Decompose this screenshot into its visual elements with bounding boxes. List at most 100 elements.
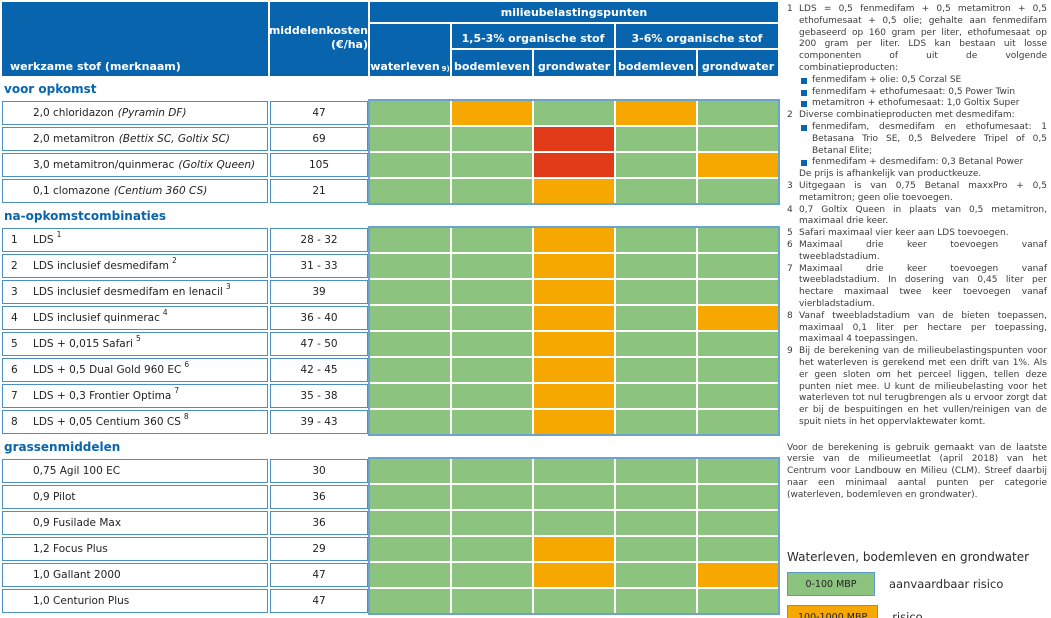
calculation-note: Voor de berekening is gebruik gemaakt va…	[787, 442, 1047, 500]
footnote-number: 6	[787, 239, 793, 250]
footnote-number: 4	[787, 204, 793, 215]
row-substance-label: 0,75 Agil 100 EC	[33, 465, 121, 477]
mbp-cell-bodemleven-15-3	[452, 153, 532, 177]
mbp-cell-bodemleven-3-6	[616, 410, 696, 434]
mbp-cell-grondwater-15-3	[534, 153, 614, 177]
col-header-middelenkosten-line1: middelenkosten	[268, 24, 368, 38]
footnote-number: 5	[787, 228, 793, 239]
row-number: 4	[11, 312, 18, 324]
bullet-square-icon	[801, 101, 807, 108]
mbp-cell-bodemleven-3-6	[616, 153, 696, 177]
mbp-cell-grondwater-3-6	[698, 153, 778, 177]
col-group-3-6-organische-stof: 3-6% organische stof	[616, 24, 778, 48]
row-cost: 36 - 40	[270, 306, 368, 330]
row-brand-name: (Bettix SC, Goltix SC)	[118, 133, 230, 145]
mbp-cell-bodemleven-15-3	[452, 563, 532, 587]
mbp-cell-grondwater-15-3	[534, 228, 614, 252]
mbp-cell-bodemleven-3-6	[616, 589, 696, 613]
footnote-number: 2	[787, 110, 793, 121]
legend-item-description: risico	[892, 609, 923, 618]
mbp-cell-grondwater-15-3	[534, 358, 614, 382]
mbp-cell-waterleven	[370, 254, 450, 278]
row-substance-label: LDS inclusief desmedifam	[33, 260, 169, 272]
row-substance-label: 1,0 Gallant 2000	[33, 569, 121, 581]
col-header-grondwater-1: grondwater	[534, 50, 614, 76]
mbp-cell-grondwater-3-6	[698, 459, 778, 483]
mbp-cell-grondwater-15-3	[534, 101, 614, 125]
row-substance: 3 LDS inclusief desmedifam en lenacil 3	[2, 280, 268, 304]
mbp-cell-bodemleven-15-3	[452, 384, 532, 408]
mbp-cell-waterleven	[370, 306, 450, 330]
row-substance: 1,0 Gallant 2000	[2, 563, 268, 587]
mbp-cell-grondwater-15-3	[534, 280, 614, 304]
mbp-cell-grondwater-15-3	[534, 410, 614, 434]
bullet-square-icon	[801, 77, 807, 84]
footnote-bullet-text: metamitron + ethofumesaat: 1,0 Goltix Su…	[812, 98, 1020, 109]
mbp-cell-grondwater-3-6	[698, 511, 778, 535]
row-cost: 39	[270, 280, 368, 304]
row-cost: 47	[270, 589, 368, 613]
col-header-milieubelastingspunten: milieubelastingspunten	[370, 2, 778, 22]
footnote-paragraph: Maximaal drie keer toevoegen vanaf tweeb…	[799, 263, 1047, 309]
mbp-cell-grondwater-15-3	[534, 459, 614, 483]
footnote-2: 2 Diverse combinatieproducten met desmedi…	[787, 110, 1047, 181]
row-substance: 8 LDS + 0,05 Centium 360 CS 8	[2, 410, 268, 434]
footnotes-list: 1 LDS = 0,5 fenmedifam + 0,5 metamitron +…	[787, 4, 1047, 429]
footnote-8: 8 Vanaf tweebladstadium van de bieten toe…	[787, 311, 1047, 346]
row-substance-label: LDS + 0,5 Dual Gold 960 EC	[33, 364, 182, 376]
col-header-middelenkosten-line2: (€/ha)	[331, 37, 368, 51]
col-header-bodemleven-1: bodemleven	[452, 50, 532, 76]
footnote-ref-7: 7	[174, 386, 180, 395]
row-number: 7	[11, 390, 18, 402]
row-number: 3	[11, 286, 18, 298]
footnote-ref-6: 6	[184, 360, 190, 369]
footnotes-column: 1 LDS = 0,5 fenmedifam + 0,5 metamitron +…	[787, 4, 1047, 618]
row-substance-label: 1,0 Centurion Plus	[33, 595, 130, 607]
mbp-cell-bodemleven-3-6	[616, 358, 696, 382]
mbp-cell-bodemleven-3-6	[616, 306, 696, 330]
footnote-3: 3 Uitgegaan is van 0,75 Betanal maxxPro +…	[787, 181, 1047, 205]
footnote-ref-2: 2	[171, 256, 177, 265]
mbp-cell-grondwater-3-6	[698, 537, 778, 561]
footnote-text: Diverse combinatieproducten met desmedif…	[799, 110, 1047, 181]
row-cost: 47	[270, 101, 368, 125]
mbp-cell-bodemleven-15-3	[452, 101, 532, 125]
row-number: 8	[11, 416, 18, 428]
footnote-number: 9	[787, 346, 793, 357]
row-substance-label: 3,0 metamitron/quinmerac	[33, 159, 175, 171]
footnote-paragraph: Vanaf tweebladstadium van de bieten toep…	[799, 310, 1047, 345]
mbp-cell-waterleven	[370, 153, 450, 177]
footnote-number: 1	[787, 4, 793, 14]
mbp-cell-grondwater-3-6	[698, 358, 778, 382]
row-cost: 47	[270, 563, 368, 587]
mbp-cell-waterleven	[370, 280, 450, 304]
row-substance-label: LDS + 0,015 Safari	[33, 338, 133, 350]
footnote-text: LDS = 0,5 fenmedifam + 0,5 metamitron + …	[799, 4, 1047, 110]
section-rows-voor-opkomst: 2,0 chloridazon (Pyramin DF) 47 2,0 metamit…	[2, 99, 780, 205]
row-substance: 0,9 Fusilade Max	[2, 511, 268, 535]
mbp-cell-waterleven	[370, 537, 450, 561]
mbp-cell-grondwater-15-3	[534, 332, 614, 356]
row-substance-label: LDS + 0,05 Centium 360 CS	[33, 416, 181, 428]
mbp-cell-bodemleven-3-6	[616, 537, 696, 561]
row-substance: 4 LDS inclusief quinmerac 4	[2, 306, 268, 330]
mbp-cell-waterleven	[370, 459, 450, 483]
row-cost: 35 - 38	[270, 384, 368, 408]
mbp-cell-bodemleven-15-3	[452, 511, 532, 535]
mbp-cell-grondwater-15-3	[534, 511, 614, 535]
row-cost: 39 - 43	[270, 410, 368, 434]
mbp-cell-bodemleven-15-3	[452, 589, 532, 613]
mbp-cell-waterleven	[370, 384, 450, 408]
footnote-ref-3: 3	[225, 282, 231, 291]
row-cost: 21	[270, 179, 368, 203]
risk-legend: Waterleven, bodemleven en grondwater 0-1…	[787, 551, 1047, 618]
col-header-werkzame-stof: werkzame stof (merknaam)	[2, 2, 268, 76]
row-substance: 6 LDS + 0,5 Dual Gold 960 EC 6	[2, 358, 268, 382]
mbp-cell-bodemleven-15-3	[452, 332, 532, 356]
footnote-ref-4: 4	[162, 308, 168, 317]
mbp-cell-grondwater-3-6	[698, 332, 778, 356]
legend-items: 0-100 MBP aanvaardbaar risico 100-1000 MBP…	[787, 572, 1047, 618]
row-substance-label: 0,9 Pilot	[33, 491, 76, 503]
mbp-cell-grondwater-3-6	[698, 280, 778, 304]
mbp-cell-bodemleven-3-6	[616, 384, 696, 408]
